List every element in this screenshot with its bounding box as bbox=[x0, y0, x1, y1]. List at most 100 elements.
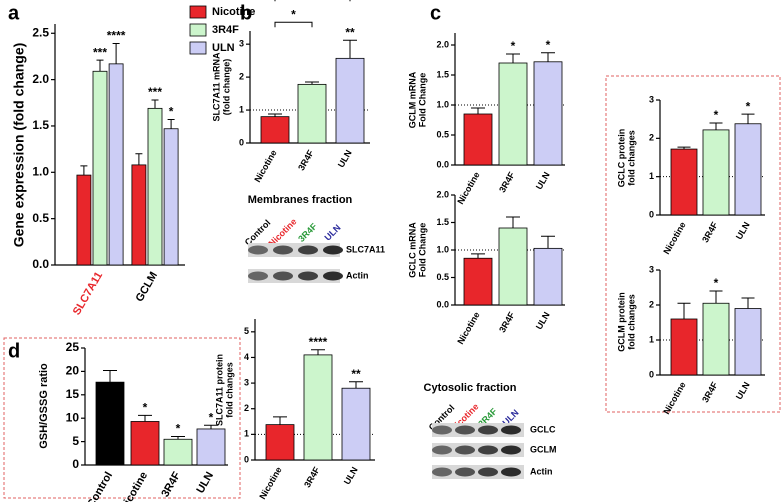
legend-label: ULN bbox=[212, 42, 235, 54]
x-tick-label: SLC7A11 bbox=[71, 270, 105, 317]
significance: * bbox=[746, 99, 751, 113]
error-bar bbox=[96, 59, 104, 72]
error-bar bbox=[709, 122, 723, 130]
lane-label: 3R4F bbox=[296, 221, 319, 244]
x-tick-label: ULN bbox=[534, 310, 552, 331]
x-tick-label: ULN bbox=[194, 470, 216, 496]
blot-band bbox=[273, 271, 293, 281]
x-tick-label: 3R4F bbox=[700, 220, 720, 244]
error-bar bbox=[541, 235, 555, 249]
blot-band bbox=[248, 271, 268, 281]
y-axis-label: GCLC protein bbox=[616, 129, 626, 188]
significance: * bbox=[169, 105, 174, 119]
y-axis-label: fold changes bbox=[626, 294, 636, 350]
bar bbox=[670, 318, 698, 376]
panel-letter: b bbox=[240, 2, 252, 24]
y-tick-label: 0 bbox=[649, 209, 654, 219]
blot-strip bbox=[248, 269, 340, 283]
error-bar bbox=[204, 424, 218, 429]
y-tick-label: 1.0 bbox=[32, 164, 49, 178]
y-tick-label: 0.5 bbox=[436, 129, 449, 139]
bar bbox=[163, 128, 179, 266]
error-bar bbox=[167, 118, 175, 129]
bar bbox=[147, 107, 163, 266]
y-tick-label: 3 bbox=[649, 94, 654, 104]
error-bar bbox=[273, 416, 287, 425]
blot-band bbox=[298, 245, 318, 255]
blot-band bbox=[323, 271, 343, 281]
bar bbox=[303, 354, 333, 461]
y-tick-label: 1 bbox=[649, 334, 654, 344]
band-label: GCLC bbox=[530, 424, 556, 434]
significance: ** bbox=[345, 25, 355, 39]
y-axis-label: GCLM mRNA bbox=[407, 71, 417, 128]
y-tick-label: 5 bbox=[244, 326, 249, 336]
x-tick-label: ULN bbox=[734, 220, 752, 241]
significance: * bbox=[143, 401, 148, 415]
bar bbox=[108, 63, 124, 266]
y-axis-label: GCLC mRNA bbox=[407, 222, 417, 278]
significance: * bbox=[176, 422, 181, 436]
bracket-label: * bbox=[291, 7, 296, 21]
blot-band bbox=[432, 467, 452, 477]
significance: * bbox=[714, 108, 719, 122]
blot-band bbox=[323, 245, 343, 255]
y-tick-label: 0.5 bbox=[436, 272, 449, 282]
error-bar bbox=[541, 52, 555, 62]
lane-label: ULN bbox=[322, 222, 342, 242]
significance: * bbox=[714, 276, 719, 290]
blot-band bbox=[455, 425, 475, 435]
y-tick-label: 2 bbox=[649, 299, 654, 309]
x-tick-label: Nicotine bbox=[661, 380, 687, 416]
y-tick-label: 5 bbox=[72, 434, 79, 448]
bar bbox=[297, 83, 327, 144]
panel-letter: a bbox=[8, 2, 20, 24]
y-tick-label: 1 bbox=[244, 429, 249, 439]
y-tick-label: 1.5 bbox=[436, 217, 449, 227]
y-tick-label: 15 bbox=[66, 387, 80, 401]
panel-frame bbox=[3, 337, 241, 499]
bar bbox=[76, 174, 92, 266]
blot-band bbox=[432, 425, 452, 435]
y-tick-label: 4 bbox=[244, 352, 249, 362]
blot-band bbox=[432, 445, 452, 455]
error-bar bbox=[305, 81, 319, 85]
error-bar bbox=[103, 369, 117, 383]
bar bbox=[196, 428, 226, 466]
blot-title: Cytosolic fraction bbox=[424, 382, 517, 394]
y-tick-label: 1.0 bbox=[436, 99, 449, 109]
bar bbox=[670, 148, 698, 216]
error-bar bbox=[171, 435, 185, 440]
y-tick-label: 1.5 bbox=[436, 69, 449, 79]
blot-band bbox=[455, 445, 475, 455]
y-tick-label: 1 bbox=[649, 171, 654, 181]
blot-band bbox=[501, 445, 521, 455]
bar bbox=[260, 116, 290, 144]
y-tick-label: 0 bbox=[239, 137, 244, 147]
error-bar bbox=[112, 42, 120, 64]
blot-strip bbox=[248, 243, 340, 257]
band-label: Actin bbox=[530, 466, 553, 476]
bar bbox=[92, 70, 108, 266]
bar bbox=[702, 302, 730, 376]
y-tick-label: 20 bbox=[66, 364, 80, 378]
legend-label: Nicotine bbox=[212, 6, 255, 18]
error-bar bbox=[677, 302, 691, 319]
y-tick-label: 1 bbox=[239, 104, 244, 114]
error-bar bbox=[268, 113, 282, 117]
significance: *** bbox=[148, 85, 162, 99]
significance: * bbox=[209, 410, 214, 424]
y-axis-label: fold changes bbox=[224, 362, 234, 418]
error-bar bbox=[151, 99, 159, 109]
y-axis-label: Fold Change bbox=[417, 73, 427, 128]
error-bar bbox=[506, 53, 520, 63]
y-tick-label: 25 bbox=[66, 340, 80, 354]
significance: ** bbox=[351, 367, 361, 381]
panel-letter: d bbox=[8, 340, 20, 362]
panel-frame bbox=[605, 75, 781, 413]
error-bar bbox=[506, 216, 520, 228]
y-tick-label: 2 bbox=[649, 133, 654, 143]
bar bbox=[533, 61, 563, 166]
y-tick-label: 1.5 bbox=[32, 118, 49, 132]
y-tick-label: 0 bbox=[649, 369, 654, 379]
